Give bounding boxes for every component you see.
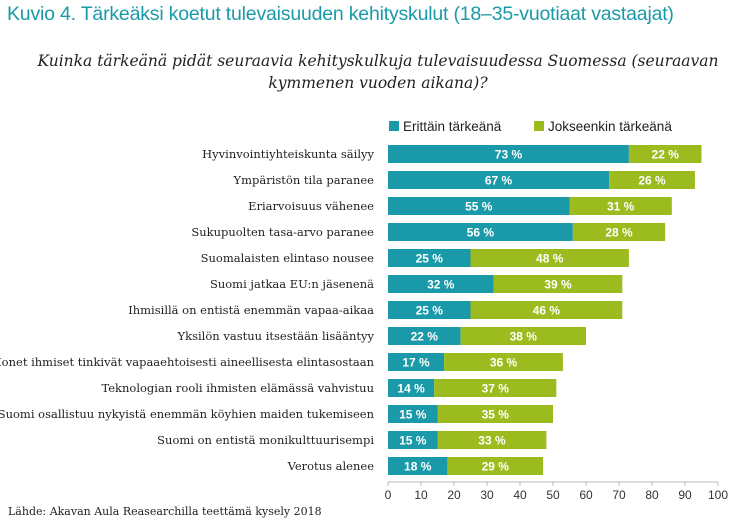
data-label: 18 % (404, 460, 432, 474)
data-label: 46 % (533, 304, 561, 318)
x-tick-label: 10 (414, 488, 428, 502)
x-tick-label: 0 (385, 488, 392, 502)
data-label: 73 % (495, 148, 523, 162)
x-tick-label: 50 (546, 488, 560, 502)
bar-segment (437, 431, 547, 449)
data-label: 14 % (397, 382, 425, 396)
legend-swatch (534, 121, 544, 131)
x-tick-label: 80 (645, 488, 659, 502)
category-label: Eriarvoisuus vähenee (248, 199, 374, 213)
x-tick-label: 20 (447, 488, 461, 502)
bar-segment (437, 405, 553, 423)
bar-segment (388, 223, 573, 241)
data-label: 25 % (416, 304, 444, 318)
data-label: 28 % (605, 226, 633, 240)
x-tick-label: 60 (579, 488, 593, 502)
bar-segment (388, 197, 570, 215)
data-label: 22 % (652, 148, 680, 162)
bar-segment (447, 457, 544, 475)
bar-segment (388, 379, 435, 397)
chart-subtitle: Kuinka tärkeänä pidät seuraavia kehitysk… (37, 52, 719, 92)
bar-segment (388, 405, 438, 423)
legend-swatch (389, 121, 399, 131)
data-label: 37 % (482, 382, 510, 396)
category-label: Suomi osallistuu nykyistä enemmän köyhie… (0, 407, 375, 421)
data-label: 26 % (638, 174, 666, 188)
data-label: 29 % (482, 460, 510, 474)
data-label: 22 % (411, 330, 439, 344)
x-tick-label: 30 (480, 488, 494, 502)
data-label: 35 % (482, 408, 510, 422)
data-label: 39 % (544, 278, 572, 292)
category-label: Suomi jatkaa EU:n jäsenenä (210, 277, 374, 291)
data-label: 55 % (465, 200, 493, 214)
source-note: Lähde: Akavan Aula Reasearchilla teettäm… (8, 505, 322, 518)
bar-segment (388, 353, 445, 371)
category-label: Ympäristön tila paranee (233, 173, 375, 187)
data-label: 36 % (490, 356, 518, 370)
category-label: Hyvinvointiyhteiskunta säilyy (202, 147, 374, 161)
bar-segment (460, 327, 586, 345)
bar-segment (572, 223, 666, 241)
bar-segment (388, 275, 494, 293)
data-label: 17 % (402, 356, 430, 370)
bar-segment (470, 249, 629, 267)
bar-segment (388, 301, 471, 319)
category-label: Suomalaisten elintaso nousee (201, 251, 375, 265)
data-label: 33 % (478, 434, 506, 448)
category-label: Verotus alenee (287, 459, 375, 473)
bar-segment (388, 431, 438, 449)
category-label: Ihmisillä on entistä enemmän vapaa-aikaa (128, 303, 374, 317)
bar-segment (388, 249, 471, 267)
x-tick-label: 40 (513, 488, 527, 502)
data-label: 32 % (427, 278, 455, 292)
bar-segment (388, 171, 610, 189)
bar-segment (388, 145, 629, 163)
bar-segment (444, 353, 563, 371)
data-label: 15 % (399, 408, 427, 422)
category-label: Yksilön vastuu itsestään lisääntyy (177, 329, 375, 343)
bar-segment (388, 457, 448, 475)
data-label: 15 % (399, 434, 427, 448)
category-label: Sukupuolten tasa-arvo paranee (191, 225, 374, 239)
bar-segment (493, 275, 623, 293)
bar-segment (569, 197, 672, 215)
bar-segment (388, 327, 461, 345)
data-label: 38 % (510, 330, 538, 344)
category-label: Teknologian rooli ihmisten elämässä vahv… (101, 381, 374, 395)
legend-label: Erittäin tärkeänä (403, 119, 502, 134)
bar-segment (628, 145, 702, 163)
chart-title: Kuvio 4. Tärkeäksi koetut tulevaisuuden … (7, 3, 674, 25)
bar-segment (609, 171, 695, 189)
bar-segment (434, 379, 557, 397)
x-tick-label: 70 (612, 488, 626, 502)
data-label: 48 % (536, 252, 564, 266)
bar-segment (470, 301, 623, 319)
data-label: 25 % (416, 252, 444, 266)
data-label: 67 % (485, 174, 513, 188)
data-label: 56 % (467, 226, 495, 240)
x-tick-label: 100 (708, 488, 728, 502)
data-label: 31 % (607, 200, 635, 214)
category-label: Suomi on entistä monikulttuurisempi (157, 433, 374, 447)
x-tick-label: 90 (678, 488, 692, 502)
category-label: Monet ihmiset tinkivät vapaaehtoisesti a… (0, 355, 375, 369)
legend-label: Jokseenkin tärkeänä (548, 119, 672, 134)
